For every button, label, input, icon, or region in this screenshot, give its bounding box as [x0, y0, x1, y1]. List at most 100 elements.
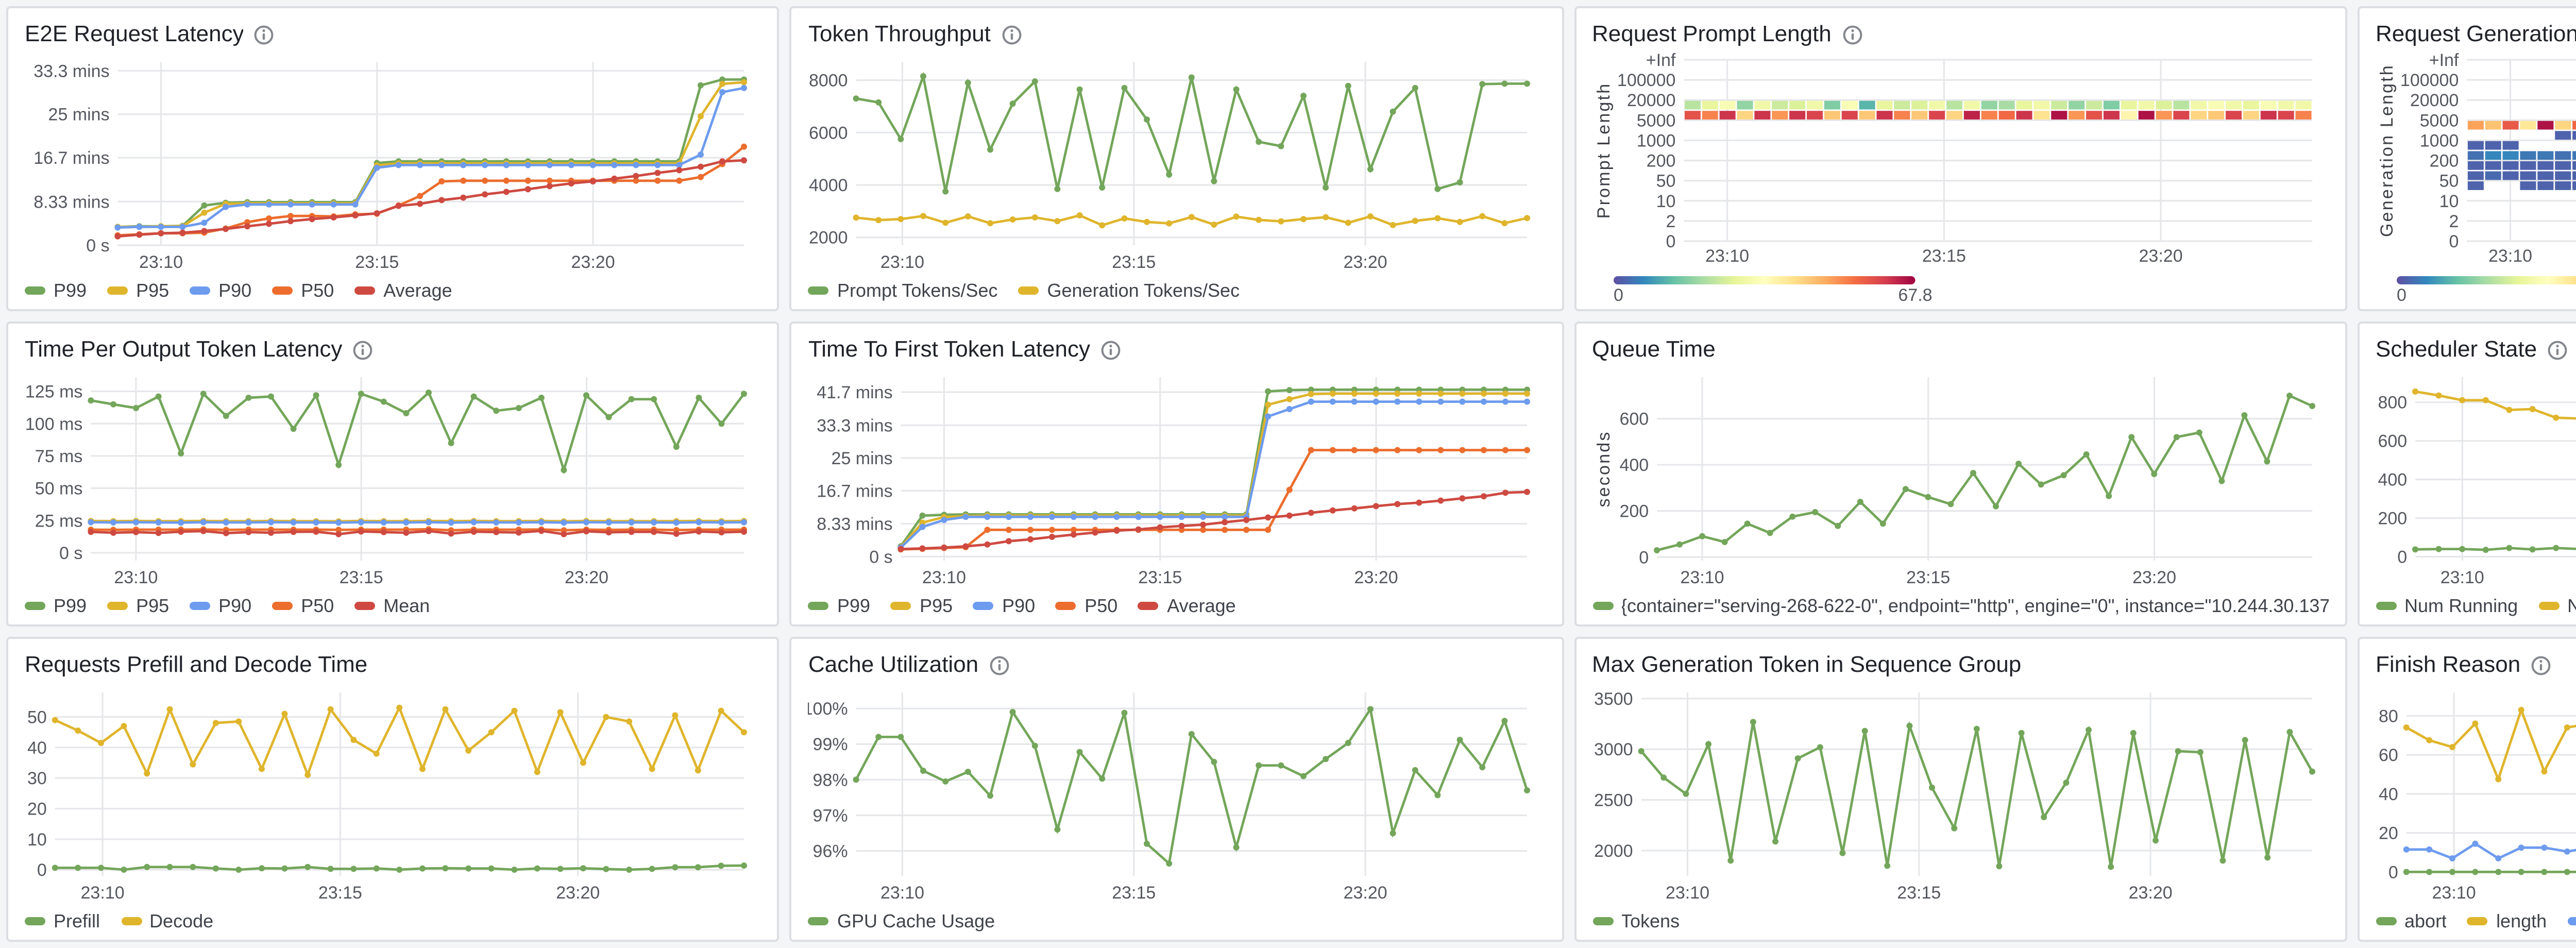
panel-title-time-per-output-token-latency: Time Per Output Token Latency — [25, 337, 342, 362]
legend-item-P90[interactable]: P90 — [973, 595, 1035, 615]
info-icon[interactable] — [352, 339, 373, 360]
series-line-P99 — [117, 79, 744, 227]
request-generation-length-chart[interactable]: +Inf100000200005000100020050102023:1023:… — [2376, 49, 2576, 303]
legend-item-Average[interactable]: Average — [1138, 595, 1235, 615]
panel-header-finish-reason[interactable]: Finish Reason — [2376, 649, 2576, 680]
legend-swatch — [354, 601, 375, 609]
info-icon[interactable] — [1842, 24, 1862, 44]
series-line-P50 — [901, 450, 1528, 550]
svg-text:3500: 3500 — [1593, 689, 1632, 709]
legend-item-Mean[interactable]: Mean — [354, 595, 430, 615]
legend-item-P50[interactable]: P50 — [272, 279, 334, 300]
svg-text:23:15: 23:15 — [340, 568, 383, 587]
legend-item-GPU Cache Usage[interactable]: GPU Cache Usage — [808, 910, 995, 930]
info-icon[interactable] — [2547, 339, 2568, 360]
legend-item-length[interactable]: length — [2467, 910, 2547, 930]
legend-item-Prefill[interactable]: Prefill — [25, 910, 100, 930]
legend-item-abort[interactable]: abort — [2376, 910, 2447, 930]
legend-item-P99[interactable]: P99 — [808, 595, 870, 615]
info-icon[interactable] — [989, 654, 1009, 675]
svg-text:400: 400 — [2377, 470, 2406, 490]
legend-item-Prompt Tokens/Sec[interactable]: Prompt Tokens/Sec — [808, 279, 998, 300]
panel-header-request-generation-length[interactable]: Request Generation Length — [2376, 19, 2576, 49]
heatmap-cell — [1823, 111, 1839, 120]
legend-item-Num Waiting[interactable]: Num Waiting — [2538, 595, 2576, 615]
legend-swatch — [25, 601, 45, 609]
legend-cache-utilization: GPU Cache Usage — [808, 907, 1545, 934]
info-icon[interactable] — [2531, 654, 2551, 675]
panel-header-time-per-output-token-latency[interactable]: Time Per Output Token Latency — [25, 334, 761, 365]
svg-text:99%: 99% — [814, 735, 849, 754]
panel-header-requests-prefill-and-decode-time[interactable]: Requests Prefill and Decode Time — [25, 649, 761, 680]
panel-header-token-throughput[interactable]: Token Throughput — [808, 19, 1545, 49]
heatmap-cell — [2537, 151, 2553, 160]
legend-item-Average[interactable]: Average — [354, 279, 452, 300]
info-icon[interactable] — [1001, 24, 1022, 44]
legend-label: Tokens — [1621, 910, 1680, 930]
panel-header-time-to-first-token-latency[interactable]: Time To First Token Latency — [808, 334, 1545, 365]
legend-item-Decode[interactable]: Decode — [121, 910, 213, 930]
panel-header-max-generation-token-in-sequence-group[interactable]: Max Generation Token in Sequence Group — [1592, 649, 2328, 680]
heatmap-cell — [2502, 121, 2518, 130]
heatmap-cell — [1945, 101, 1961, 110]
legend-finish-reason: abort length stop — [2376, 907, 2576, 934]
legend-item-P50[interactable]: P50 — [272, 595, 334, 615]
panel-header-cache-utilization[interactable]: Cache Utilization — [808, 649, 1545, 680]
legend-item-P95[interactable]: P95 — [107, 279, 169, 300]
heatmap-cell — [2485, 141, 2501, 150]
info-icon[interactable] — [1100, 339, 1121, 360]
legend-item-Num Running[interactable]: Num Running — [2376, 595, 2518, 615]
series-line-Tokens — [1640, 722, 2311, 867]
panel-header-queue-time[interactable]: Queue Time — [1592, 334, 2328, 365]
legend-item-P99[interactable]: P99 — [25, 279, 87, 300]
legend-item-Tokens[interactable]: Tokens — [1592, 910, 1680, 930]
info-icon[interactable] — [255, 24, 275, 44]
request-prompt-length-y-axis-label: Prompt Length — [1593, 82, 1613, 219]
legend-item-{container="serving-268-622-0", endpoint="http", engine="0", instance="10.244.30.137:8080", job="serving-268-622", m[interactable]: {container="serving-268-622-0", endpoint… — [1592, 595, 2328, 615]
panel-header-request-prompt-length[interactable]: Request Prompt Length — [1592, 19, 2328, 49]
heatmap-cell — [2554, 151, 2570, 160]
legend-item-Generation Tokens/Sec[interactable]: Generation Tokens/Sec — [1019, 279, 1240, 300]
legend-item-P95[interactable]: P95 — [107, 595, 169, 615]
legend-item-P90[interactable]: P90 — [190, 595, 251, 615]
legend-item-P90[interactable]: P90 — [190, 279, 251, 300]
svg-text:10: 10 — [1655, 192, 1675, 211]
legend-item-stop[interactable]: stop — [2567, 910, 2576, 930]
heatmap-cell — [2537, 181, 2553, 190]
panel-header-e2e-request-latency[interactable]: E2E Request Latency — [25, 19, 761, 49]
legend-item-P99[interactable]: P99 — [25, 595, 87, 615]
legend-swatch — [891, 601, 911, 609]
colorbar-max-label: 67.8 — [1897, 285, 1931, 303]
chart-area-request-generation-length[interactable]: +Inf100000200005000100020050102023:1023:… — [2376, 49, 2576, 303]
heatmap-cell — [1910, 111, 1926, 120]
legend-item-P95[interactable]: P95 — [891, 595, 953, 615]
panel-header-scheduler-state[interactable]: Scheduler State — [2376, 334, 2576, 365]
svg-text:5000: 5000 — [2419, 111, 2459, 130]
legend-item-P50[interactable]: P50 — [1056, 595, 1117, 615]
heatmap-cell — [2467, 141, 2483, 150]
legend-label: P50 — [301, 279, 334, 300]
heatmap-cell — [1806, 101, 1822, 110]
